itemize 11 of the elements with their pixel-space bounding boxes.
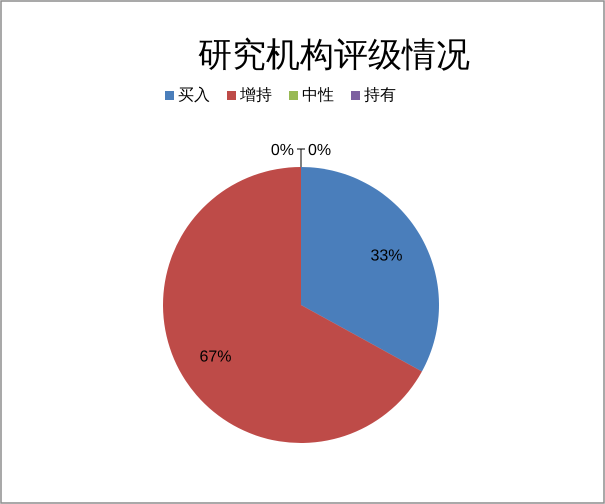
data-label: 67% [199, 348, 232, 366]
legend-label: 买入 [178, 86, 210, 104]
pie-slice [301, 167, 439, 372]
text: 0% [270, 142, 294, 159]
legend-label: 增持 [239, 86, 272, 104]
chart-title: 研究机构评级情况 [198, 36, 470, 74]
text: 0% [308, 142, 332, 159]
legend-label: 中性 [302, 86, 334, 104]
data-label: 33% [370, 247, 403, 264]
pie-slice [163, 167, 422, 443]
legend-label: 持有 [364, 86, 396, 104]
